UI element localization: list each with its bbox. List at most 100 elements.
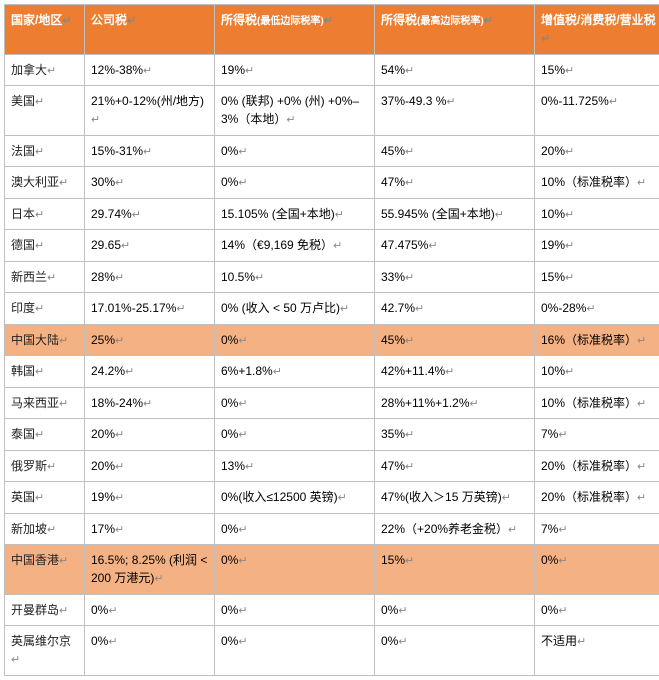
cell-value: 20% xyxy=(91,459,115,473)
table-cell: 17%↵ xyxy=(85,513,215,545)
table-cell: 15%↵ xyxy=(375,545,535,595)
para-mark-icon: ↵ xyxy=(405,335,414,347)
cell-value: 0%(收入≤12500 英镑) xyxy=(221,490,338,504)
para-mark-icon: ↵ xyxy=(338,492,347,504)
cell-value: 16%（标准税率） xyxy=(541,333,637,347)
col-header-country: 国家/地区↵ xyxy=(5,5,85,55)
cell-value: 0% xyxy=(221,634,238,648)
cell-value: 16.5%; 8.25% (利润 < 200 万港元) xyxy=(91,553,207,585)
table-cell: 韩国↵ xyxy=(5,356,85,388)
cell-value: 24.2% xyxy=(91,364,125,378)
para-mark-icon: ↵ xyxy=(108,636,117,648)
cell-value: 47% xyxy=(381,459,405,473)
para-mark-icon: ↵ xyxy=(115,492,124,504)
table-cell: 英国↵ xyxy=(5,482,85,514)
table-cell: 35%↵ xyxy=(375,419,535,451)
table-cell: 45%↵ xyxy=(375,135,535,167)
para-mark-icon: ↵ xyxy=(577,636,586,648)
table-cell: 28%↵ xyxy=(85,261,215,293)
para-mark-icon: ↵ xyxy=(59,335,68,347)
tax-rate-table: 国家/地区↵ 公司税↵ 所得税(最低边际税率)↵ 所得税(最高边际税率)↵ 增值… xyxy=(4,4,659,676)
para-mark-icon: ↵ xyxy=(398,605,407,617)
table-row: 澳大利亚↵30%↵0%↵47%↵10%（标准税率）↵ xyxy=(5,167,659,199)
cell-value: 19% xyxy=(221,63,245,77)
cell-value: 47.475% xyxy=(381,238,428,252)
para-mark-icon: ↵ xyxy=(398,636,407,648)
table-cell: 12%-38%↵ xyxy=(85,54,215,86)
col-header-corporate: 公司税↵ xyxy=(85,5,215,55)
table-cell: 13%↵ xyxy=(215,450,375,482)
cell-value: 33% xyxy=(381,270,405,284)
cell-value: 0% xyxy=(221,603,238,617)
table-row: 中国香港↵16.5%; 8.25% (利润 < 200 万港元)↵0%↵15%↵… xyxy=(5,545,659,595)
table-cell: 17.01%-25.17%↵ xyxy=(85,293,215,325)
cell-value: 10% xyxy=(541,364,565,378)
table-cell: 19%↵ xyxy=(535,230,659,262)
table-cell: 美国↵ xyxy=(5,86,85,136)
para-mark-icon: ↵ xyxy=(405,272,414,284)
cell-value: 0% xyxy=(381,634,398,648)
para-mark-icon: ↵ xyxy=(47,461,56,473)
cell-value: 42%+11.4% xyxy=(381,364,445,378)
cell-value: 加拿大 xyxy=(11,63,47,77)
col-header-label: 国家/地区 xyxy=(11,13,62,27)
cell-value: 28%+11%+1.2% xyxy=(381,396,470,410)
table-cell: 6%+1.8%↵ xyxy=(215,356,375,388)
table-cell: 30%↵ xyxy=(85,167,215,199)
cell-value: 开曼群岛 xyxy=(11,603,59,617)
para-mark-icon: ↵ xyxy=(115,272,124,284)
para-mark-icon: ↵ xyxy=(59,177,68,189)
para-mark-icon: ↵ xyxy=(108,605,117,617)
para-mark-icon: ↵ xyxy=(255,272,264,284)
table-cell: 0%-11.725%↵ xyxy=(535,86,659,136)
cell-value: 35% xyxy=(381,427,405,441)
col-header-label: 所得税 xyxy=(221,13,257,27)
table-cell: 20%↵ xyxy=(85,450,215,482)
cell-value: 30% xyxy=(91,175,115,189)
cell-value: 韩国 xyxy=(11,364,35,378)
table-cell: 15.105% (全国+本地)↵ xyxy=(215,198,375,230)
cell-value: 15% xyxy=(541,63,565,77)
table-cell: 马来西亚↵ xyxy=(5,387,85,419)
para-mark-icon: ↵ xyxy=(245,65,254,77)
para-mark-icon: ↵ xyxy=(558,555,567,567)
table-cell: 0%↵ xyxy=(375,594,535,626)
table-cell: 20%（标准税率）↵ xyxy=(535,482,659,514)
table-row: 美国↵21%+0-12%(州/地方)↵0% (联邦) +0% (州) +0%–3… xyxy=(5,86,659,136)
cell-value: 7% xyxy=(541,522,558,536)
para-mark-icon: ↵ xyxy=(154,573,163,585)
col-header-label: 增值税/消费税/营业税 xyxy=(541,13,656,27)
table-cell: 15%↵ xyxy=(535,261,659,293)
table-cell: 20%↵ xyxy=(85,419,215,451)
cell-value: 12%-38% xyxy=(91,63,143,77)
para-mark-icon: ↵ xyxy=(47,65,56,77)
para-mark-icon: ↵ xyxy=(405,146,414,158)
table-cell: 20%（标准税率）↵ xyxy=(535,450,659,482)
cell-value: 澳大利亚 xyxy=(11,175,59,189)
para-mark-icon: ↵ xyxy=(286,114,295,126)
table-cell: 15%-31%↵ xyxy=(85,135,215,167)
para-mark-icon: ↵ xyxy=(132,209,141,221)
cell-value: 19% xyxy=(541,238,565,252)
table-cell: 47%(收入＞15 万英镑)↵ xyxy=(375,482,535,514)
cell-value: 15% xyxy=(381,553,405,567)
cell-value: 0% xyxy=(221,144,238,158)
para-mark-icon: ↵ xyxy=(470,398,479,410)
para-mark-icon: ↵ xyxy=(586,303,595,315)
cell-value: 10%（标准税率） xyxy=(541,396,637,410)
para-mark-icon: ↵ xyxy=(324,15,333,27)
table-cell: 25%↵ xyxy=(85,324,215,356)
para-mark-icon: ↵ xyxy=(565,272,574,284)
cell-value: 55.945% (全国+本地) xyxy=(381,207,495,221)
para-mark-icon: ↵ xyxy=(115,524,124,536)
cell-value: 19% xyxy=(91,490,115,504)
para-mark-icon: ↵ xyxy=(565,209,574,221)
para-mark-icon: ↵ xyxy=(35,96,44,108)
cell-value: 20% xyxy=(91,427,115,441)
cell-value: 15.105% (全国+本地) xyxy=(221,207,335,221)
cell-value: 25% xyxy=(91,333,115,347)
para-mark-icon: ↵ xyxy=(558,605,567,617)
para-mark-icon: ↵ xyxy=(565,146,574,158)
cell-value: 0% xyxy=(541,553,558,567)
para-mark-icon: ↵ xyxy=(502,492,511,504)
